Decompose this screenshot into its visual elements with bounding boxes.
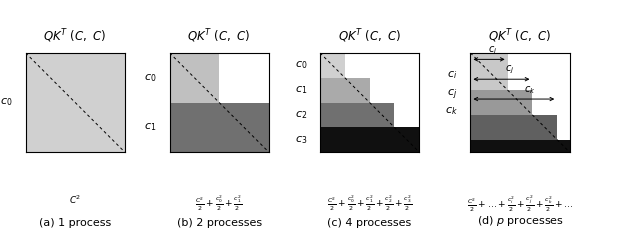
Text: (b) 2 processes: (b) 2 processes [177, 218, 262, 228]
Bar [170, 103, 269, 152]
Text: $c_1$: $c_1$ [145, 121, 157, 133]
Bar [370, 78, 419, 103]
Text: $QK^T\ (C,\ C)$: $QK^T\ (C,\ C)$ [44, 27, 107, 45]
Bar [320, 127, 419, 152]
Text: $c_0$: $c_0$ [144, 72, 157, 84]
Bar [345, 53, 419, 78]
Text: $\frac{C^2}{2}+\frac{c_0^2}{2}+\frac{c_1^2}{2}$: $\frac{C^2}{2}+\frac{c_0^2}{2}+\frac{c_1… [195, 193, 243, 213]
Bar [320, 53, 345, 78]
Text: (a) 1 process: (a) 1 process [39, 218, 111, 228]
Text: $c_j$: $c_j$ [447, 87, 458, 102]
Text: $c_i$: $c_i$ [488, 45, 497, 56]
Text: (c) 4 processes: (c) 4 processes [328, 218, 412, 228]
Text: $C^2$: $C^2$ [69, 193, 81, 206]
Text: $c_j$: $c_j$ [506, 64, 515, 76]
Bar [320, 78, 370, 103]
Bar [470, 53, 508, 90]
Bar [470, 115, 557, 140]
Text: $c_i$: $c_i$ [447, 69, 458, 81]
Text: $\frac{C^2}{2}+\frac{c_0^2}{2}+\frac{c_1^2}{2}+\frac{c_2^2}{2}+\frac{c_3^2}{2}$: $\frac{C^2}{2}+\frac{c_0^2}{2}+\frac{c_1… [327, 193, 412, 213]
Bar [394, 103, 419, 127]
Text: $c_1$: $c_1$ [295, 84, 307, 96]
Text: $\frac{C^2}{2}+\ldots+\frac{c_i^2}{2}+\frac{c_j^2}{2}+\frac{c_k^2}{2}+\ldots$: $\frac{C^2}{2}+\ldots+\frac{c_i^2}{2}+\f… [467, 193, 573, 214]
Bar [532, 90, 570, 115]
Text: $c_2$: $c_2$ [295, 109, 307, 121]
Text: $c_0$: $c_0$ [294, 59, 307, 71]
Bar [470, 140, 570, 152]
Bar [219, 53, 269, 103]
Text: $QK^T\ (C,\ C)$: $QK^T\ (C,\ C)$ [188, 27, 251, 45]
Bar [470, 90, 532, 115]
Text: $QK^T\ (C,\ C)$: $QK^T\ (C,\ C)$ [488, 27, 552, 45]
Text: $c_k$: $c_k$ [524, 84, 536, 96]
Bar [508, 53, 570, 90]
Text: $c_3$: $c_3$ [295, 134, 307, 146]
Text: $QK^T\ (C,\ C)$: $QK^T\ (C,\ C)$ [338, 27, 401, 45]
Text: $c_k$: $c_k$ [445, 106, 458, 117]
Bar [170, 53, 219, 103]
Text: (d) $p$ processes: (d) $p$ processes [477, 214, 563, 228]
Text: $c_0$: $c_0$ [0, 97, 13, 108]
Bar [557, 115, 570, 140]
Bar [320, 103, 394, 127]
